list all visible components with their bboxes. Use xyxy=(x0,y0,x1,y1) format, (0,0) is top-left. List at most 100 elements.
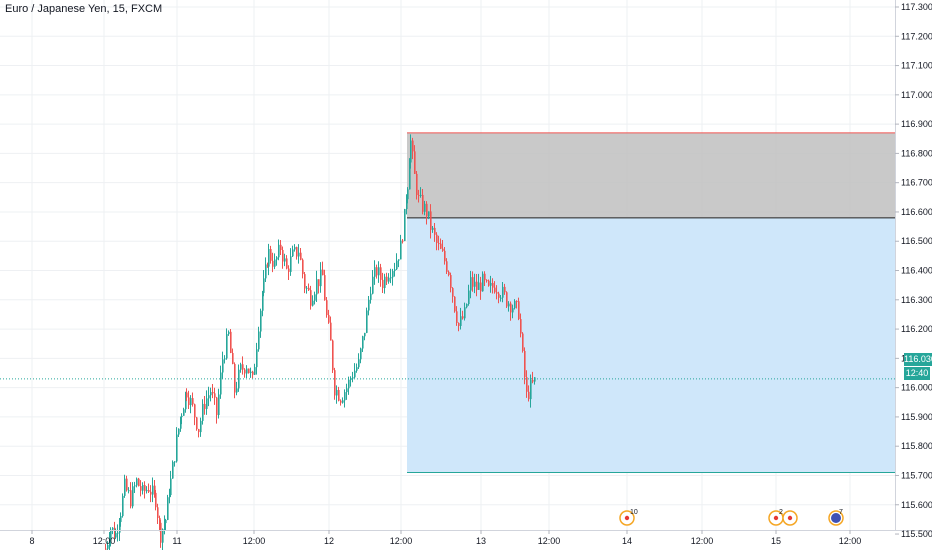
candle-body xyxy=(350,378,352,380)
price-tick-label: 117.200 xyxy=(901,31,932,41)
candle-body xyxy=(510,303,512,313)
time-tick-label: 12 xyxy=(324,536,334,546)
candle-body xyxy=(246,368,248,374)
candle-body xyxy=(316,279,318,295)
price-tick-label: 116.900 xyxy=(901,119,932,129)
candle-body xyxy=(204,403,206,409)
time-tick-label: 14 xyxy=(622,536,632,546)
candle-body xyxy=(380,267,382,280)
time-tick-label: 12:00 xyxy=(93,536,116,546)
candle-body xyxy=(150,491,152,495)
candle-body xyxy=(157,507,159,518)
price-tick-label: 116.200 xyxy=(901,324,932,334)
candle-body xyxy=(152,485,154,495)
candle-body xyxy=(124,478,126,496)
candle-body xyxy=(390,277,392,279)
candle-body xyxy=(492,283,494,288)
candle-body xyxy=(286,258,288,269)
candle-body xyxy=(534,377,536,382)
candle-body xyxy=(452,288,454,297)
candle-body xyxy=(466,304,468,308)
candle-body xyxy=(248,368,250,374)
candle-body xyxy=(504,286,506,293)
candle-body xyxy=(136,478,138,486)
candle-body xyxy=(520,319,522,334)
candle-body xyxy=(398,259,400,261)
candle-body xyxy=(532,380,534,382)
candle-body xyxy=(476,281,478,290)
price-tick-label: 116.300 xyxy=(901,295,932,305)
candle-body xyxy=(214,393,216,398)
candle-body xyxy=(382,279,384,289)
candle-body xyxy=(267,264,269,267)
time-tick-label: 12:00 xyxy=(691,536,714,546)
candle-body xyxy=(508,303,510,307)
time-tick-label: 15 xyxy=(771,536,781,546)
candle-body xyxy=(232,352,234,364)
price-tick-label: 115.700 xyxy=(901,470,932,480)
candle-body xyxy=(292,249,294,257)
earnings-event-icon[interactable]: 7 xyxy=(828,509,844,526)
price-tick-label: 116.700 xyxy=(901,178,932,188)
candle-body xyxy=(294,247,296,250)
candle-body xyxy=(394,269,396,272)
candles[interactable] xyxy=(105,134,536,554)
candle-body xyxy=(130,490,132,507)
candle-body xyxy=(480,282,482,292)
stop-loss-zone[interactable] xyxy=(407,132,895,218)
price-tick-label: 116.800 xyxy=(901,148,932,158)
symbol-title[interactable]: Euro / Japanese Yen, 15, FXCM xyxy=(5,3,163,15)
candle-body xyxy=(218,394,220,416)
candle-body xyxy=(434,227,436,235)
take-profit-zone[interactable] xyxy=(407,217,895,473)
candle-body xyxy=(528,391,530,400)
flag-event-icon[interactable]: 2 xyxy=(768,509,784,526)
candle-body xyxy=(310,290,312,306)
candle-body xyxy=(516,301,518,303)
candle-body xyxy=(122,495,124,517)
time-tick-label: 13 xyxy=(476,536,486,546)
candle-body xyxy=(336,389,338,396)
candle-body xyxy=(119,521,121,533)
candle-body xyxy=(494,287,496,293)
candle-body xyxy=(344,392,346,401)
price-tick-label: 115.800 xyxy=(901,441,932,451)
candle-body xyxy=(428,211,430,217)
candle-body xyxy=(328,315,330,323)
candle-body xyxy=(128,490,130,492)
candle-body xyxy=(186,392,188,398)
price-tick-label: 116.500 xyxy=(901,236,932,246)
candle-body xyxy=(378,267,380,276)
candle-body xyxy=(242,364,244,370)
long-short-position-tool[interactable] xyxy=(407,132,895,474)
time-tick-label: 12:00 xyxy=(390,536,413,546)
candle-body xyxy=(134,485,136,487)
candle-body xyxy=(114,527,116,538)
candle-body xyxy=(358,359,360,368)
candle-body xyxy=(409,162,411,190)
candle-body xyxy=(138,478,140,487)
candle-body xyxy=(105,548,107,550)
candle-body xyxy=(210,392,212,396)
event-count-label: 2 xyxy=(779,509,783,516)
flag-event-icon[interactable] xyxy=(782,510,798,526)
candle-body xyxy=(416,173,418,196)
price-axis[interactable]: 117.300 117.200 117.100 117.000 116.900 116.8… xyxy=(895,2,932,539)
candle-body xyxy=(470,277,472,291)
candle-body xyxy=(228,331,230,335)
time-axis[interactable]: 8 12:00 11 12:00 12 12:00 13 12:00 14 12:00 15 12:0… xyxy=(29,530,861,546)
candle-body xyxy=(164,523,166,530)
candle-body xyxy=(302,259,304,275)
event-markers[interactable]: 10 2 7 xyxy=(619,509,844,526)
candle-body xyxy=(400,240,402,260)
candle-body xyxy=(190,398,192,406)
price-tick-label: 116.000 xyxy=(901,383,932,393)
candle-body xyxy=(120,516,122,522)
candle-body xyxy=(185,392,187,410)
flag-event-icon[interactable]: 10 xyxy=(619,509,638,526)
candle-body xyxy=(146,490,148,492)
candle-body xyxy=(410,140,412,163)
candle-body xyxy=(420,194,422,196)
